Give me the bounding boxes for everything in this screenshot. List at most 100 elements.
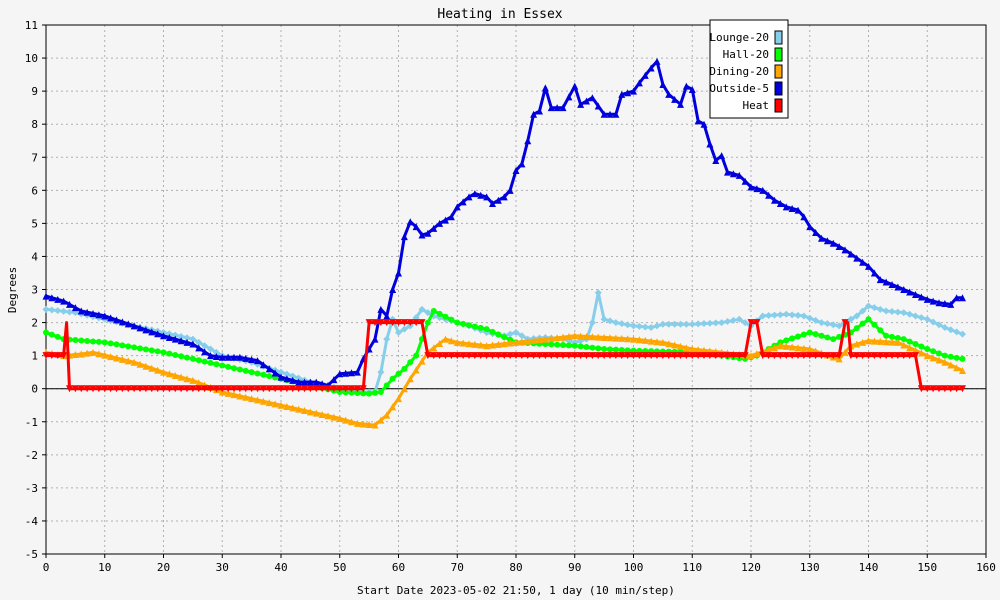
data-point-heat <box>959 385 966 393</box>
data-point-heat <box>882 352 890 360</box>
data-point-hall-20 <box>436 310 443 317</box>
data-point-outside-5 <box>518 160 526 168</box>
data-point-hall-20 <box>818 332 825 339</box>
y-tick-label: 11 <box>25 19 38 32</box>
data-point-outside-5 <box>859 258 867 266</box>
x-tick-label: 110 <box>682 561 702 574</box>
data-point-lounge-20 <box>383 335 391 343</box>
data-point-lounge-20 <box>782 310 790 318</box>
data-point-heat <box>506 352 514 360</box>
data-point-heat <box>553 352 561 360</box>
data-point-outside-5 <box>136 324 144 332</box>
data-point-outside-5 <box>348 369 355 377</box>
data-point-heat <box>377 319 385 327</box>
data-point-dining-20 <box>224 389 232 397</box>
data-point-outside-5 <box>912 290 919 298</box>
data-point-heat <box>77 385 85 393</box>
y-tick-label: 1 <box>31 350 38 363</box>
data-point-hall-20 <box>184 354 190 361</box>
data-point-dining-20 <box>330 413 338 421</box>
data-point-hall-20 <box>119 342 126 349</box>
data-point-outside-5 <box>530 110 538 118</box>
data-point-outside-5 <box>436 219 444 227</box>
data-point-dining-20 <box>165 370 173 378</box>
data-point-hall-20 <box>941 352 948 359</box>
data-point-lounge-20 <box>888 308 896 316</box>
data-point-outside-5 <box>160 332 167 340</box>
data-point-dining-20 <box>471 340 479 348</box>
data-point-heat <box>818 352 825 360</box>
data-point-dining-20 <box>130 358 138 366</box>
y-tick-label: -1 <box>25 416 38 429</box>
data-point-heat <box>536 352 543 360</box>
data-point-outside-5 <box>60 297 68 305</box>
data-point-dining-20 <box>483 342 491 350</box>
data-point-hall-20 <box>595 345 602 352</box>
data-point-lounge-20 <box>677 320 684 328</box>
data-point-lounge-20 <box>195 338 203 346</box>
data-point-lounge-20 <box>859 307 867 315</box>
data-point-heat <box>154 385 162 393</box>
data-point-hall-20 <box>477 324 484 331</box>
data-point-outside-5 <box>113 316 120 324</box>
data-point-dining-20 <box>600 333 608 341</box>
data-point-dining-20 <box>553 334 561 342</box>
x-tick-label: 30 <box>216 561 229 574</box>
data-point-outside-5 <box>929 297 937 305</box>
data-point-dining-20 <box>418 357 426 365</box>
data-point-outside-5 <box>647 64 655 72</box>
data-point-lounge-20 <box>853 312 861 320</box>
data-point-outside-5 <box>718 152 726 160</box>
data-point-dining-20 <box>506 339 514 347</box>
data-point-dining-20 <box>606 334 614 342</box>
data-point-lounge-20 <box>512 328 520 336</box>
data-point-dining-20 <box>142 362 150 370</box>
data-point-lounge-20 <box>700 320 708 328</box>
legend: Lounge-20 Hall-20 Dining-20 Outside-5 Heat <box>709 19 789 119</box>
data-point-heat <box>318 385 326 393</box>
data-point-hall-20 <box>548 341 555 348</box>
data-point-heat <box>101 385 109 393</box>
data-point-heat <box>712 352 720 360</box>
data-point-dining-20 <box>124 357 132 365</box>
data-point-lounge-20 <box>665 320 673 328</box>
series-layer <box>42 57 966 429</box>
data-point-heat <box>195 385 203 393</box>
data-point-heat <box>583 352 590 360</box>
data-point-dining-20 <box>577 332 585 340</box>
data-point-heat <box>218 385 226 393</box>
data-point-outside-5 <box>336 370 344 378</box>
x-tick-label: 120 <box>741 561 761 574</box>
data-point-outside-5 <box>483 193 491 201</box>
data-point-dining-20 <box>641 336 649 344</box>
data-point-heat <box>54 352 62 360</box>
data-point-hall-20 <box>260 371 267 378</box>
data-point-heat <box>160 385 167 393</box>
data-point-hall-20 <box>248 369 255 376</box>
data-point-heat <box>788 352 796 360</box>
data-point-dining-20 <box>348 418 355 426</box>
data-point-lounge-20 <box>594 289 602 297</box>
data-point-hall-20 <box>90 338 96 345</box>
data-point-heat <box>747 319 755 327</box>
data-point-outside-5 <box>395 269 402 277</box>
data-point-heat <box>571 352 579 360</box>
data-point-dining-20 <box>453 338 461 346</box>
data-point-heat <box>324 385 332 393</box>
y-tick-label: 10 <box>25 52 38 65</box>
data-point-hall-20 <box>131 344 138 351</box>
data-point-dining-20 <box>107 353 115 361</box>
y-tick-label: 0 <box>31 383 38 396</box>
data-point-lounge-20 <box>947 326 955 334</box>
data-point-outside-5 <box>841 246 849 254</box>
data-point-dining-20 <box>541 335 549 343</box>
data-point-lounge-20 <box>865 302 872 310</box>
data-point-lounge-20 <box>189 335 197 343</box>
data-point-heat <box>254 385 261 393</box>
data-point-hall-20 <box>959 355 966 362</box>
data-point-hall-20 <box>160 349 167 356</box>
data-point-heat <box>941 385 949 393</box>
data-point-hall-20 <box>254 370 261 377</box>
data-point-outside-5 <box>471 190 479 198</box>
data-point-lounge-20 <box>183 334 191 342</box>
